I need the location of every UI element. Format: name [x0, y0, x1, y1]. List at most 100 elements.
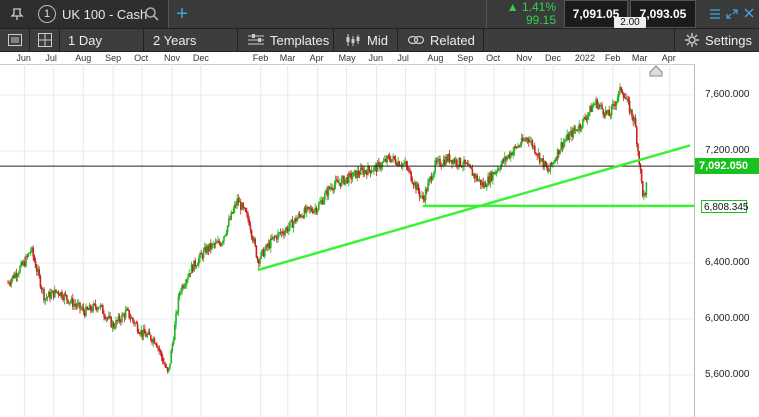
candle-body: [618, 91, 620, 99]
candle-body: [138, 331, 140, 334]
price-chart[interactable]: [0, 64, 759, 417]
candle-body: [561, 142, 564, 148]
instrument-tab[interactable]: 1 UK 100 - Cash: [0, 0, 169, 28]
buy-price-button[interactable]: 7,093.05: [630, 0, 696, 28]
candle-body: [531, 140, 534, 147]
candle-body: [260, 251, 262, 259]
candle-body: [193, 260, 195, 272]
candle-body: [147, 331, 150, 335]
candle-body: [514, 146, 517, 148]
grid-layout-icon: [37, 33, 52, 47]
candle-body: [253, 238, 255, 242]
related-button[interactable]: Related: [398, 29, 484, 51]
candle-body: [496, 168, 499, 172]
candle-body: [398, 161, 400, 167]
candle-body: [475, 175, 477, 179]
time-axis-label: Dec: [545, 53, 562, 63]
candle-body: [345, 177, 348, 180]
candle-body: [471, 169, 474, 176]
candle-body: [50, 293, 52, 299]
dock-icon[interactable]: [710, 9, 720, 19]
candle-body: [644, 193, 646, 196]
candle-body: [247, 213, 249, 220]
candle-body: [223, 236, 225, 242]
candle-body: [555, 159, 558, 161]
candle-body: [300, 215, 302, 218]
candle-body: [106, 317, 109, 319]
candle-body: [64, 293, 67, 296]
candle-body: [625, 97, 627, 100]
candle-body: [278, 232, 280, 234]
candle-body: [586, 115, 589, 120]
close-icon[interactable]: [744, 8, 754, 18]
candle-body: [580, 127, 583, 129]
candle-body: [550, 162, 553, 165]
sell-price-button[interactable]: 7,091.05: [564, 0, 628, 28]
candle-body: [256, 257, 259, 261]
templates-label: Templates: [270, 32, 330, 48]
candle-body: [522, 137, 524, 141]
candle-body: [169, 363, 171, 368]
trendline[interactable]: [257, 144, 691, 272]
candle-body: [643, 193, 645, 197]
candle-body: [248, 219, 250, 226]
candle-body: [430, 176, 433, 181]
pin-icon[interactable]: [10, 7, 24, 21]
candle-body: [558, 149, 560, 155]
candle-body: [177, 296, 180, 312]
candle-body: [315, 207, 318, 213]
settings-button[interactable]: Settings: [674, 29, 759, 51]
menu-button[interactable]: [0, 29, 30, 51]
candle-body: [198, 258, 200, 265]
candle-body: [126, 308, 128, 311]
candle-body: [576, 129, 578, 131]
interval-dropdown[interactable]: 1 Day: [60, 29, 144, 51]
candle-body: [181, 285, 183, 293]
time-axis-label: Sep: [105, 53, 122, 63]
candle-body: [402, 163, 404, 167]
candle-body: [396, 163, 398, 166]
candle-body: [567, 134, 570, 141]
search-icon[interactable]: [144, 6, 160, 22]
candle-body: [391, 159, 393, 162]
candle-body: [495, 171, 498, 173]
candle-body: [308, 207, 310, 209]
range-dropdown[interactable]: 2 Years: [144, 29, 238, 51]
candle-body: [194, 260, 196, 267]
time-axis-label: Dec: [192, 53, 209, 63]
candle-body: [115, 320, 117, 328]
candle-body: [394, 159, 397, 164]
drawings[interactable]: [0, 144, 694, 272]
candle-body: [322, 200, 325, 205]
candle-body: [459, 157, 462, 167]
add-tab-button[interactable]: +: [176, 2, 188, 25]
candle-body: [574, 129, 577, 131]
candle-body: [326, 190, 328, 197]
price-axis-label: 6,000.000: [705, 313, 750, 324]
candle-body: [148, 331, 151, 336]
expand-icon[interactable]: [726, 9, 738, 19]
event-marker-icon[interactable]: [649, 65, 663, 77]
candle-body: [452, 159, 454, 164]
templates-button[interactable]: Templates: [238, 29, 334, 51]
candle-body: [70, 298, 73, 302]
candle-body: [109, 315, 111, 318]
candle-body: [556, 149, 559, 160]
candle-body: [562, 142, 565, 148]
candle-body: [51, 290, 54, 294]
candle-body: [289, 221, 291, 228]
candle-body: [132, 317, 134, 321]
candle-body: [162, 357, 164, 363]
candle-body: [316, 209, 319, 213]
candle-body: [90, 305, 92, 311]
candle-body: [544, 161, 547, 167]
candle-body: [408, 169, 410, 171]
candle-body: [8, 282, 10, 284]
candle-body: [632, 116, 634, 122]
price-type-button[interactable]: Mid: [334, 29, 398, 51]
candle-body: [218, 240, 220, 244]
layout-button[interactable]: [30, 29, 60, 51]
candle-body: [272, 236, 274, 240]
candle-body: [482, 182, 484, 187]
candle-body: [236, 198, 238, 206]
